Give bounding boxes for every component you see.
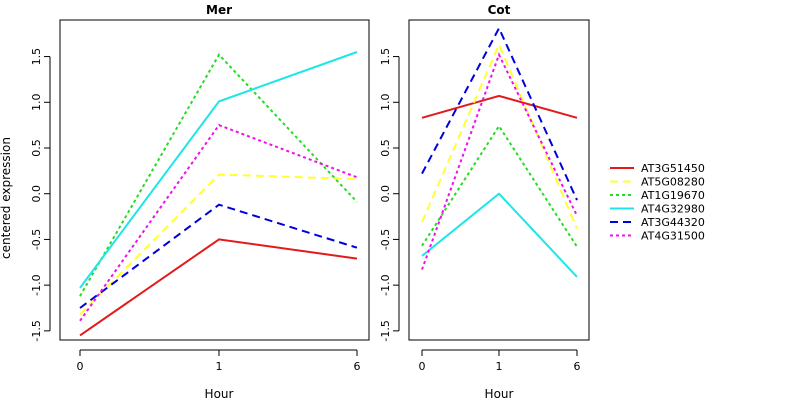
series-line-at1g19670 [421,124,578,248]
series-line-at3g44320 [421,25,578,201]
y-tick-label: -0.5 [379,229,392,250]
y-tick-label: -0.5 [30,229,43,250]
series-line-at4g32980 [421,192,578,278]
y-tick-label: 1.0 [379,94,392,112]
series-line-at5g08280 [421,42,578,229]
x-tick-label: 0 [77,360,84,373]
y-axis-label: centered expression [0,137,13,259]
x-tick-label: 6 [354,360,361,373]
series-line-at4g31500 [421,52,578,270]
series-line-at3g51450 [421,94,578,119]
y-tick-label: 1.5 [379,48,392,65]
x-tick-label: 1 [496,360,503,373]
y-tick-label: -1.5 [30,320,43,341]
series-line-at4g32980 [79,51,358,289]
plot-frame [59,19,370,341]
legend: AT3G51450AT5G08280AT1G19670AT4G32980AT3G… [610,162,705,243]
panel-mer: Mer Hour 0 1 6 -1.5 -1.0 -0.5 0.0 0.5 1.0 1.5 [30,3,370,400]
y-tick-label: 1.0 [30,94,43,112]
legend-label-at4g31500: AT4G31500 [641,230,705,243]
x-axis-label-mer: Hour [205,387,234,400]
plot-frame [408,19,590,341]
panel-title-cot: Cot [488,3,511,17]
y-tick-label: 0.0 [30,185,43,203]
x-tick-label: 6 [574,360,581,373]
series-line-at4g31500 [79,123,358,322]
legend-label-at5g08280: AT5G08280 [641,176,705,189]
series-line-at5g08280 [79,173,358,316]
series-line-at1g19670 [79,53,358,297]
legend-label-at4g32980: AT4G32980 [641,203,705,216]
legend-label-at3g44320: AT3G44320 [641,216,705,229]
y-tick-label: -1.0 [30,274,43,295]
panel-cot: Cot Hour 0 1 6 -1.5 -1.0 -0.5 0.0 0.5 1.0 1.5 [379,3,590,400]
y-tick-label: -1.0 [379,274,392,295]
y-tick-label: 1.5 [30,48,43,65]
legend-label-at1g19670: AT1G19670 [641,189,705,202]
y-tick-label: 0.0 [379,185,392,203]
x-tick-label: 0 [419,360,426,373]
y-tick-label: -1.5 [379,320,392,341]
panel-title-mer: Mer [206,3,232,17]
y-tick-label: 0.5 [30,139,43,157]
legend-label-at3g51450: AT3G51450 [641,162,705,175]
series-line-at3g44320 [79,203,358,309]
y-tick-label: 0.5 [379,139,392,157]
x-axis-label-cot: Hour [485,387,514,400]
series-line-at3g51450 [79,238,358,337]
x-tick-label: 1 [216,360,223,373]
